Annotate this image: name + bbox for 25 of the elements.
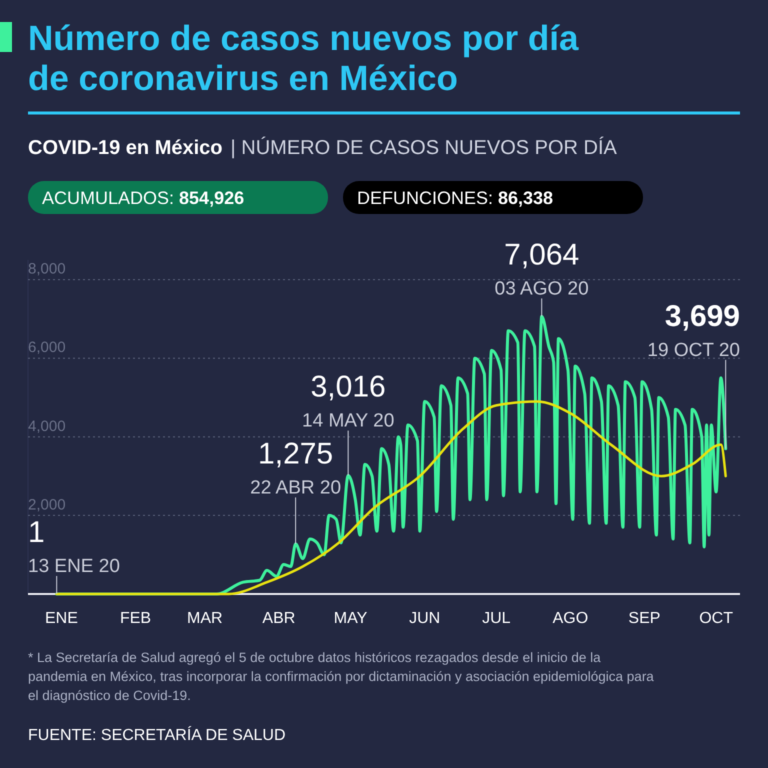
y-tick-label: 8,000 <box>28 260 66 278</box>
x-tick-label: MAY <box>334 610 368 627</box>
chart-subtitle: COVID-19 en México | NÚMERO DE CASOS NUEVOS POR DÍA <box>28 136 618 159</box>
x-tick-label: MAR <box>187 610 223 627</box>
annotation: 1 13 ENE 20 <box>28 516 120 577</box>
x-tick-label: FEB <box>120 610 152 627</box>
x-tick-label: ENE <box>44 610 78 627</box>
chart-title: Número de casos nuevos por día de coronavirus en México <box>28 19 579 98</box>
annotation: 3,699 19 OCT 20 <box>647 300 740 361</box>
x-tick-label: SEP <box>628 610 660 627</box>
text: * La Secretaría de Salud agregó el 5 de octubre datos históricos rezagados desde el inicio de la pandemia en México, tras incorporar la confirmación por dictaminación y asociación epidemiológica para el diagnóstico de Covid-19. <box>28 650 654 703</box>
y-tick-label: 2,000 <box>28 496 66 514</box>
annotation: 3,016 14 MAY 20 <box>302 370 394 432</box>
x-tick-label: AGO <box>552 610 588 627</box>
annotation: 1,275 22 ABR 20 <box>250 437 342 498</box>
x-tick-label: JUL <box>482 610 511 627</box>
text: DEFUNCIONES: 86,338 <box>357 188 554 208</box>
source-note: FUENTE: SECRETARÍA DE SALUD <box>28 726 286 744</box>
x-tick-label: OCT <box>699 610 734 627</box>
annotation: 7,064 03 AGO 20 <box>494 238 589 300</box>
text: ACUMULADOS: 854,926 <box>42 188 244 208</box>
y-tick-label: 6,000 <box>28 339 66 356</box>
y-tick-label: 4,000 <box>28 418 66 435</box>
x-tick-label: JUN <box>409 610 440 627</box>
x-tick-label: ABR <box>262 610 296 627</box>
